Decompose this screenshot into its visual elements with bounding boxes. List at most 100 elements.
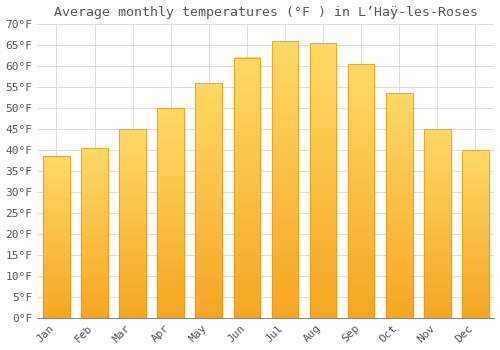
Bar [272, 43, 298, 46]
Bar [462, 232, 488, 234]
Bar [310, 178, 336, 181]
Bar [234, 232, 260, 235]
Bar [348, 303, 374, 306]
Bar [348, 79, 374, 82]
Bar [310, 285, 336, 288]
Bar [424, 129, 450, 131]
Bar [120, 173, 146, 174]
Bar [462, 172, 488, 174]
Bar [272, 180, 298, 182]
Bar [234, 162, 260, 164]
Bar [120, 184, 146, 186]
Bar [386, 212, 412, 215]
Bar [234, 156, 260, 159]
Bar [81, 180, 108, 182]
Bar [196, 92, 222, 94]
Bar [120, 295, 146, 298]
Bar [386, 208, 412, 210]
Bar [462, 150, 488, 152]
Bar [386, 239, 412, 242]
Bar [196, 163, 222, 165]
Bar [234, 190, 260, 193]
Bar [120, 140, 146, 142]
Bar [348, 209, 374, 211]
Bar [234, 196, 260, 198]
Bar [43, 234, 70, 236]
Bar [310, 290, 336, 293]
Bar [81, 216, 108, 218]
Bar [310, 145, 336, 147]
Bar [386, 237, 412, 239]
Bar [158, 171, 184, 173]
Bar [234, 164, 260, 167]
Bar [120, 314, 146, 316]
Bar [310, 95, 336, 98]
Bar [310, 203, 336, 205]
Bar [234, 63, 260, 65]
Bar [158, 272, 184, 274]
Bar [424, 263, 450, 265]
Bar [310, 43, 336, 46]
Bar [81, 310, 108, 312]
Bar [158, 139, 184, 142]
Bar [310, 236, 336, 238]
Bar [348, 300, 374, 303]
Bar [424, 205, 450, 206]
Bar [348, 168, 374, 171]
Bar [81, 312, 108, 313]
Bar [386, 109, 412, 111]
Bar [272, 52, 298, 55]
Bar [462, 152, 488, 153]
Bar [234, 57, 260, 60]
Bar [386, 125, 412, 127]
Bar [196, 271, 222, 273]
Bar [43, 255, 70, 257]
Bar [43, 179, 70, 181]
Bar [462, 192, 488, 194]
Bar [234, 144, 260, 146]
Bar [272, 113, 298, 116]
Bar [43, 210, 70, 211]
Bar [234, 305, 260, 308]
Bar [81, 271, 108, 272]
Bar [348, 158, 374, 161]
Bar [234, 99, 260, 102]
Bar [462, 278, 488, 280]
Bar [348, 224, 374, 226]
Bar [310, 302, 336, 304]
Bar [120, 182, 146, 184]
Bar [158, 253, 184, 255]
Bar [348, 247, 374, 250]
Bar [272, 293, 298, 296]
Bar [386, 107, 412, 109]
Bar [81, 223, 108, 225]
Bar [424, 235, 450, 237]
Bar [348, 143, 374, 145]
Bar [120, 203, 146, 205]
Bar [386, 93, 412, 318]
Bar [234, 250, 260, 253]
Bar [310, 244, 336, 247]
Bar [462, 289, 488, 291]
Bar [196, 266, 222, 269]
Bar [272, 218, 298, 221]
Bar [348, 272, 374, 275]
Bar [81, 289, 108, 291]
Bar [386, 246, 412, 248]
Bar [81, 257, 108, 259]
Bar [424, 248, 450, 250]
Bar [196, 257, 222, 259]
Bar [462, 273, 488, 274]
Bar [424, 140, 450, 142]
Bar [196, 316, 222, 318]
Bar [196, 292, 222, 295]
Bar [272, 157, 298, 160]
Bar [196, 182, 222, 184]
Bar [272, 185, 298, 188]
Bar [310, 238, 336, 241]
Bar [43, 221, 70, 223]
Bar [424, 159, 450, 161]
Bar [120, 170, 146, 173]
Bar [310, 78, 336, 81]
Bar [196, 222, 222, 224]
